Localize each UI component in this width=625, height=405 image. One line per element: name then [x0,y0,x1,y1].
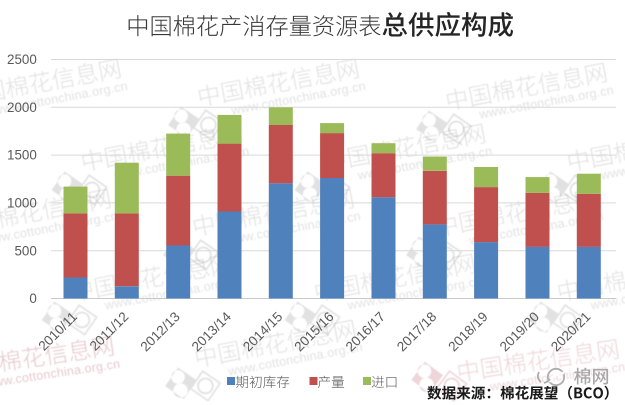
svg-text:2012/13: 2012/13 [137,309,182,354]
svg-text:0: 0 [29,291,36,306]
svg-text:1000: 1000 [7,196,37,211]
svg-text:2500: 2500 [7,52,37,67]
svg-text:2019/20: 2019/20 [497,309,543,355]
svg-text:2000: 2000 [7,100,37,115]
svg-text:2017/18: 2017/18 [394,309,439,354]
svg-text:2018/19: 2018/19 [445,309,490,354]
svg-text:500: 500 [14,243,36,258]
svg-text:1500: 1500 [7,148,37,163]
svg-text:2014/15: 2014/15 [240,309,285,354]
